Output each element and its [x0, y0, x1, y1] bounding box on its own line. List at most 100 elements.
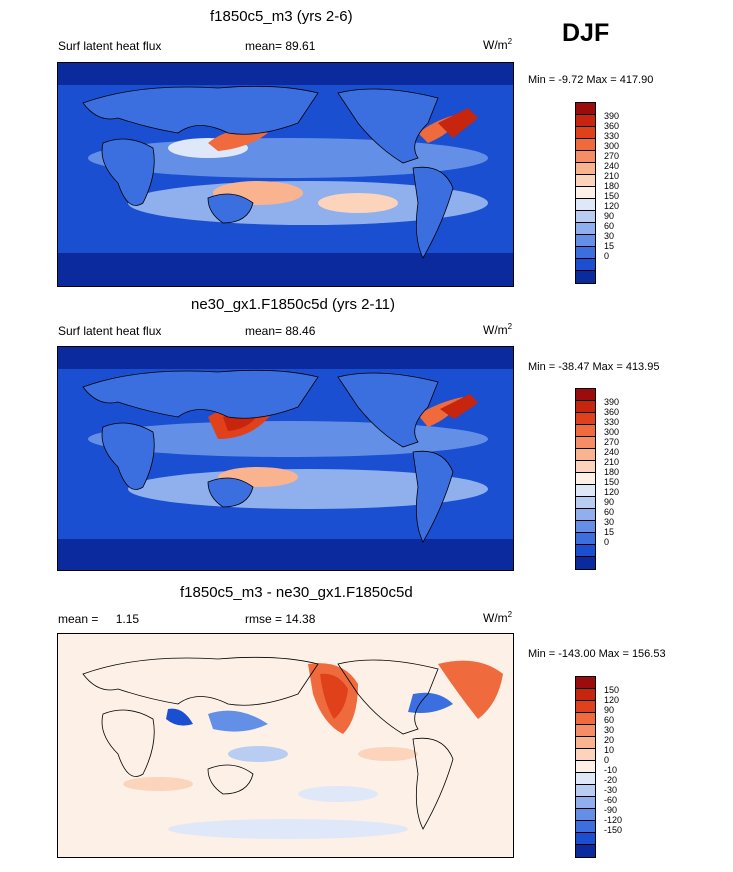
tick-label: 150	[604, 685, 620, 695]
tick-label: 330	[604, 417, 620, 427]
panel-3-colorbar	[575, 676, 596, 858]
panel-2-swatch	[576, 533, 595, 545]
tick-label: 360	[604, 121, 620, 131]
panel-1-map	[57, 62, 514, 287]
tick-label: -90	[604, 805, 618, 815]
panel-1-swatch	[576, 223, 595, 235]
tick-label: 30	[604, 231, 615, 241]
tick-label: 180	[604, 467, 620, 477]
panel-1-swatch	[576, 127, 595, 139]
tick-label: -10	[604, 765, 618, 775]
tick-label: -20	[604, 775, 618, 785]
tick-label: -60	[604, 795, 618, 805]
panel-3-swatch	[576, 809, 595, 821]
panel-2-swatch	[576, 425, 595, 437]
panel-2-mean-value: 88.46	[285, 324, 316, 338]
panel-1-swatch	[576, 259, 595, 271]
panel-1-units: W/m2	[483, 37, 513, 52]
panel-2-map	[57, 346, 514, 571]
panel-1-swatch	[576, 235, 595, 247]
panel-3-swatch	[576, 713, 595, 725]
panel-3-swatch	[576, 677, 595, 689]
tick-label: 60	[604, 507, 615, 517]
tick-label: 390	[604, 111, 620, 121]
tick-label: 270	[604, 437, 620, 447]
tick-label: 150	[604, 477, 620, 487]
panel-2-swatch	[576, 545, 595, 557]
panel-2-swatch	[576, 449, 595, 461]
tick-label: 240	[604, 161, 620, 171]
panel-2-swatch	[576, 389, 595, 401]
tick-label: 390	[604, 397, 620, 407]
panel-3-colorbar-labels: 150 120 90 60 30 20 10 0 -10 -20 -30 -60…	[604, 685, 622, 835]
panel-2-swatch	[576, 437, 595, 449]
tick-label: 210	[604, 457, 620, 467]
panel-3-swatch	[576, 689, 595, 701]
panel-3-mean: mean = 1.15	[58, 612, 139, 626]
tick-label: -30	[604, 785, 618, 795]
tick-label: 210	[604, 171, 620, 181]
panel-2-swatch	[576, 473, 595, 485]
panel-3-swatch	[576, 761, 595, 773]
panel-1-title: f1850c5_m3 (yrs 2-6)	[210, 8, 353, 25]
tick-label: 0	[604, 537, 610, 547]
panel-3-swatch	[576, 773, 595, 785]
tick-label: 240	[604, 447, 620, 457]
panel-2-swatch	[576, 485, 595, 497]
panel-3-swatch	[576, 701, 595, 713]
panel-2-swatch	[576, 509, 595, 521]
panel-3-minmax: Min = -143.00 Max = 156.53	[528, 648, 666, 660]
panel-3-mean-value: 1.15	[115, 612, 140, 626]
tick-label: 120	[604, 487, 620, 497]
tick-label: -150	[604, 825, 623, 835]
panel-3-title: f1850c5_m3 - ne30_gx1.F1850c5d	[180, 584, 413, 601]
panel-1-swatch	[576, 139, 595, 151]
panel-1-swatch	[576, 151, 595, 163]
panel-3-swatch	[576, 737, 595, 749]
tick-label: 120	[604, 695, 620, 705]
panel-2-swatch	[576, 521, 595, 533]
panel-3-swatch	[576, 845, 595, 857]
tick-label: 0	[604, 251, 610, 261]
panel-2-mean: mean= 88.46	[245, 324, 315, 338]
tick-label: 15	[604, 527, 615, 537]
tick-label: 180	[604, 181, 620, 191]
panel-1-mean: mean= 89.61	[245, 39, 315, 53]
tick-label: 60	[604, 715, 615, 725]
panel-1-mean-label: mean=	[245, 39, 283, 53]
tick-label: 20	[604, 735, 615, 745]
tick-label: 30	[604, 725, 615, 735]
panel-2-colorbar	[575, 388, 596, 570]
panel-3-rmse-value: 14.38	[285, 612, 316, 626]
tick-label: 150	[604, 191, 620, 201]
panel-1-swatch	[576, 187, 595, 199]
panel-3-map	[57, 633, 514, 858]
panel-3-units: W/m2	[483, 610, 513, 625]
tick-label: 360	[604, 407, 620, 417]
panel-2-title: ne30_gx1.F1850c5d (yrs 2-11)	[191, 296, 396, 313]
panel-2-swatch	[576, 497, 595, 509]
panel-1-colorbar	[575, 102, 596, 284]
tick-label: 330	[604, 131, 620, 141]
panel-1-variable: Surf latent heat flux	[58, 39, 162, 53]
panel-2-units: W/m2	[483, 322, 513, 337]
panel-1-swatch	[576, 271, 595, 283]
panel-3-swatch	[576, 797, 595, 809]
tick-label: 270	[604, 151, 620, 161]
panel-1-minmax: Min = -9.72 Max = 417.90	[528, 74, 654, 86]
panel-2-swatch	[576, 413, 595, 425]
panel-2-swatch	[576, 557, 595, 569]
tick-label: -120	[604, 815, 623, 825]
panel-1-swatch	[576, 115, 595, 127]
tick-label: 300	[604, 141, 620, 151]
panel-3-mean-label: mean =	[58, 612, 99, 626]
panel-3-rmse: rmse = 14.38	[245, 612, 315, 626]
panel-1-mean-value: 89.61	[285, 39, 316, 53]
panel-3-swatch	[576, 821, 595, 833]
tick-label: 90	[604, 497, 615, 507]
panel-3-swatch	[576, 749, 595, 761]
panel-2-mean-label: mean=	[245, 324, 283, 338]
tick-label: 10	[604, 745, 615, 755]
panel-3-swatch	[576, 785, 595, 797]
tick-label: 120	[604, 201, 620, 211]
